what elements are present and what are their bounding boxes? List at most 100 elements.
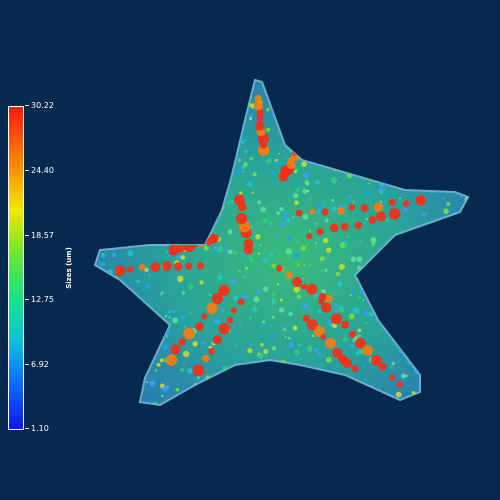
pore (450, 131, 453, 135)
pore (282, 112, 285, 115)
pore (288, 311, 293, 316)
pore (303, 264, 306, 267)
pore (182, 190, 185, 193)
large-pore (378, 362, 387, 371)
pore (142, 195, 147, 200)
pore (161, 394, 164, 398)
pore (233, 295, 239, 302)
pore (121, 115, 127, 121)
pore (124, 145, 130, 151)
pore (360, 81, 363, 84)
pore (379, 315, 383, 319)
pore (293, 286, 300, 293)
pore (395, 305, 398, 308)
pore (357, 328, 362, 333)
pore (364, 287, 368, 291)
large-pore (362, 345, 374, 356)
pore (199, 280, 204, 285)
pore (243, 253, 248, 258)
pore (284, 335, 287, 338)
pore (213, 182, 220, 189)
large-pore (340, 222, 349, 231)
pore (104, 83, 107, 86)
pore (98, 225, 102, 229)
pore (282, 390, 289, 397)
pore (457, 307, 461, 311)
pore (296, 264, 300, 267)
pore (371, 167, 378, 174)
large-pore (226, 316, 234, 324)
pore (296, 294, 301, 299)
pore (95, 101, 98, 103)
pore (273, 253, 276, 256)
pore (192, 134, 198, 141)
pore (419, 163, 425, 169)
pore (461, 102, 468, 109)
pore (446, 202, 451, 206)
pore (437, 341, 440, 344)
pore (175, 388, 180, 392)
pore (364, 104, 367, 107)
large-pore (306, 319, 318, 331)
pore (110, 363, 116, 369)
colorbar-tick-max: 30.22 (25, 102, 54, 110)
pore (463, 185, 466, 188)
pore (452, 243, 456, 248)
pore (301, 161, 307, 167)
pore (161, 168, 167, 174)
pore (101, 319, 104, 323)
pore (417, 159, 421, 162)
pore (291, 106, 297, 112)
pore (395, 93, 397, 96)
pore (420, 264, 424, 268)
large-pore (138, 264, 146, 271)
pore (368, 182, 370, 185)
pore (97, 189, 102, 194)
pore (146, 366, 149, 369)
pore (140, 150, 145, 154)
pore (233, 250, 238, 256)
pore (215, 247, 220, 252)
pore (443, 208, 449, 214)
pore (397, 309, 403, 315)
pore (378, 119, 382, 122)
pore (362, 364, 367, 368)
pore (470, 85, 475, 90)
pore (222, 82, 226, 86)
pore (453, 270, 457, 274)
pore (470, 261, 474, 265)
pore (362, 299, 365, 302)
pore (437, 222, 443, 229)
pore (298, 395, 303, 400)
pore (133, 221, 140, 228)
pore (415, 268, 420, 273)
pore (454, 326, 457, 329)
pore (160, 177, 163, 180)
pore (301, 84, 306, 88)
large-pore (218, 322, 230, 335)
pore (294, 169, 298, 174)
pore (336, 148, 341, 153)
pore (360, 253, 363, 256)
pore (172, 317, 179, 324)
pore (244, 139, 247, 142)
pore (217, 124, 221, 127)
large-pore (150, 262, 161, 272)
pore (344, 148, 348, 152)
pore (114, 371, 120, 378)
pore (182, 212, 187, 217)
pore (327, 109, 330, 112)
pore (141, 173, 147, 179)
pore (466, 184, 468, 191)
pore (293, 146, 299, 151)
pore (134, 139, 138, 143)
pore (203, 407, 205, 409)
pore (183, 214, 187, 218)
pore (280, 298, 283, 302)
pore (473, 149, 477, 153)
pore (201, 341, 205, 346)
pore (334, 309, 339, 314)
large-pore (388, 198, 396, 206)
pore (220, 308, 225, 313)
pore (120, 341, 124, 345)
